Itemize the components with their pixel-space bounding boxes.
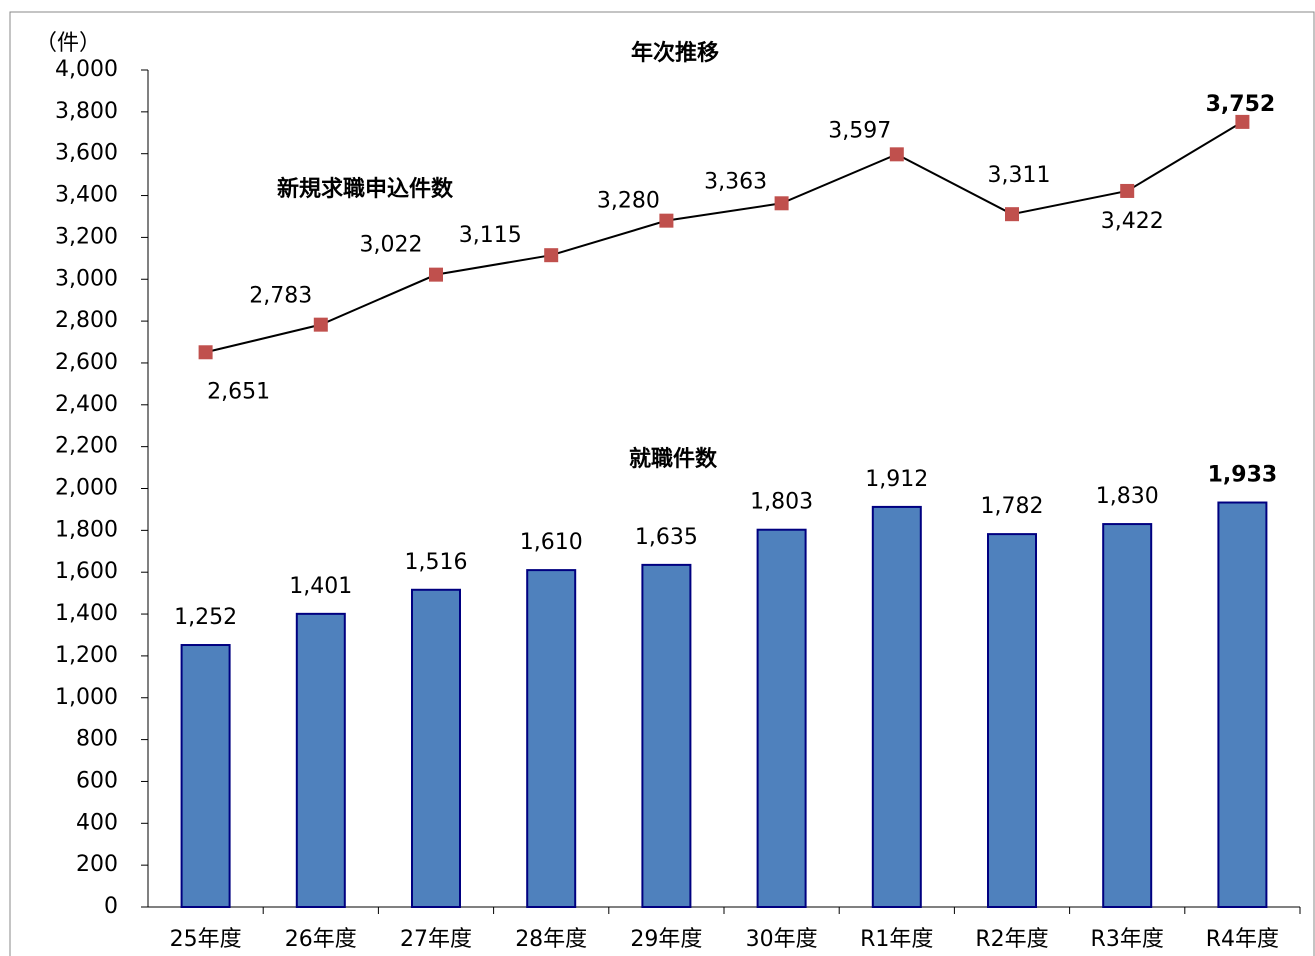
- y-tick-label: 1,000: [55, 685, 118, 710]
- marker: [659, 213, 674, 228]
- data-label: 3,752: [1206, 92, 1276, 117]
- data-label: 3,311: [988, 163, 1051, 188]
- data-label: 2,783: [249, 284, 312, 309]
- chart-border: [9, 11, 1315, 956]
- marker: [544, 248, 559, 263]
- y-tick-label: 0: [104, 894, 118, 919]
- x-tick-label: R1年度: [860, 927, 933, 952]
- y-tick-label: 400: [76, 810, 118, 835]
- series-label: 就職件数: [629, 446, 718, 472]
- y-tick-label: 200: [76, 852, 118, 877]
- line: [205, 121, 1243, 354]
- data-label: 1,401: [289, 574, 352, 599]
- data-label: 2,651: [207, 379, 270, 404]
- data-label: 1,516: [405, 550, 468, 575]
- data-label: 1,912: [865, 467, 928, 492]
- y-tick-label: 1,200: [55, 643, 118, 668]
- y-tick-label: 2,000: [55, 476, 118, 501]
- y-tick-label: 3,400: [55, 183, 118, 208]
- data-label: 3,115: [459, 223, 522, 248]
- marker: [198, 345, 213, 360]
- y-tick-label: 2,400: [55, 392, 118, 417]
- data-label: 1,252: [174, 605, 237, 630]
- y-tick-label: 600: [76, 768, 118, 793]
- marker: [1235, 114, 1250, 129]
- x-tick-label: R2年度: [975, 927, 1048, 952]
- y-tick-label: 1,800: [55, 517, 118, 542]
- y-tick-label: 2,600: [55, 350, 118, 375]
- bar: [1102, 523, 1153, 908]
- series-label: 新規求職申込件数: [277, 176, 454, 202]
- data-label: 1,830: [1096, 484, 1159, 509]
- x-tick-label: 29年度: [630, 927, 702, 952]
- y-tick-label: 1,600: [55, 559, 118, 584]
- y-tick-label: 3,800: [55, 99, 118, 124]
- data-label: 3,280: [597, 189, 660, 214]
- data-label: 3,022: [360, 233, 423, 258]
- y-tick-label: 800: [76, 727, 118, 752]
- y-tick-label: 1,400: [55, 601, 118, 626]
- y-tick-label: 2,800: [55, 308, 118, 333]
- bar: [295, 612, 346, 908]
- marker: [889, 147, 904, 162]
- data-label: 3,363: [704, 169, 767, 194]
- y-tick-label: 4,000: [55, 57, 118, 82]
- data-label: 1,635: [635, 525, 698, 550]
- bar: [180, 644, 231, 908]
- y-tick-label: 3,200: [55, 224, 118, 249]
- x-tick-label: R4年度: [1206, 927, 1279, 952]
- y-tick-label: 3,000: [55, 266, 118, 291]
- bar: [526, 569, 577, 908]
- data-label: 3,597: [828, 118, 891, 143]
- bar: [641, 563, 692, 908]
- data-label: 1,782: [981, 494, 1044, 519]
- marker: [1120, 183, 1135, 198]
- x-tick-label: 25年度: [170, 927, 242, 952]
- bar: [871, 505, 922, 908]
- y-axis-label: （件）: [35, 31, 101, 56]
- marker: [313, 317, 328, 332]
- bar: [756, 528, 807, 908]
- y-tick-label: 3,600: [55, 141, 118, 166]
- x-tick-label: R3年度: [1091, 927, 1164, 952]
- bar: [411, 588, 461, 908]
- bar: [987, 533, 1037, 909]
- data-label: 3,422: [1101, 209, 1164, 234]
- marker: [429, 267, 443, 282]
- x-tick-label: 30年度: [746, 927, 818, 952]
- x-tick-label: 28年度: [515, 927, 587, 952]
- marker: [1005, 207, 1019, 222]
- marker: [774, 196, 789, 211]
- chart-title: 年次推移: [631, 40, 719, 66]
- x-tick-label: 26年度: [285, 927, 357, 952]
- data-label: 1,803: [750, 490, 813, 515]
- data-label: 1,610: [520, 530, 583, 555]
- data-label: 1,933: [1208, 463, 1278, 488]
- x-tick-label: 27年度: [400, 927, 472, 952]
- bar: [1217, 501, 1268, 908]
- y-tick-label: 2,200: [55, 434, 118, 459]
